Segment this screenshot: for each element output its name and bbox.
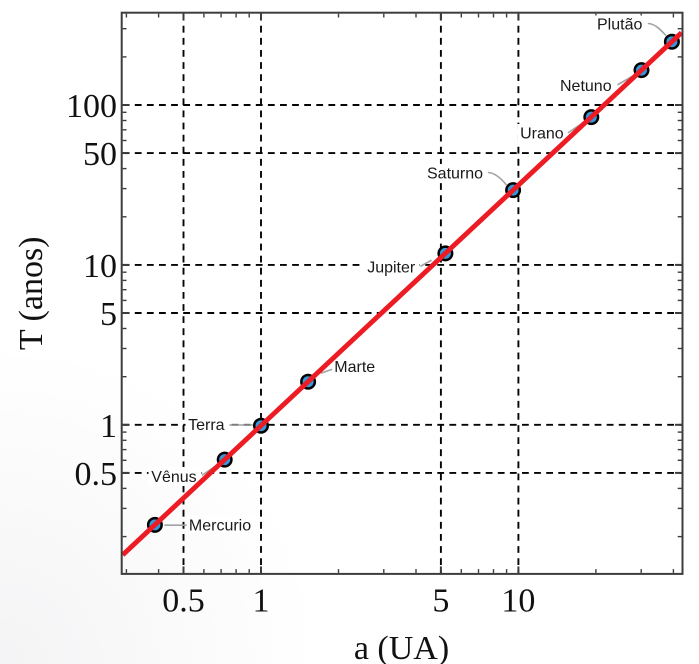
- svg-text:1: 1: [100, 408, 117, 445]
- svg-text:10: 10: [501, 583, 535, 620]
- svg-text:0.5: 0.5: [75, 456, 118, 493]
- svg-text:Marte: Marte: [334, 359, 375, 376]
- svg-text:Plutão: Plutão: [597, 17, 642, 34]
- svg-text:50: 50: [83, 136, 117, 173]
- svg-text:0.5: 0.5: [162, 583, 205, 620]
- svg-text:5: 5: [100, 296, 117, 333]
- svg-text:Jupiter: Jupiter: [367, 260, 416, 277]
- svg-text:5: 5: [432, 583, 449, 620]
- svg-text:Netuno: Netuno: [560, 78, 612, 95]
- svg-text:1: 1: [253, 583, 270, 620]
- svg-text:Vênus: Vênus: [151, 469, 196, 486]
- svg-text:Terra: Terra: [188, 417, 225, 434]
- svg-text:Saturno: Saturno: [427, 166, 483, 183]
- svg-text:100: 100: [66, 88, 117, 125]
- svg-text:a (UA): a (UA): [354, 630, 449, 664]
- svg-text:T (anos): T (anos): [13, 236, 50, 350]
- svg-text:Mercurio: Mercurio: [189, 517, 251, 534]
- svg-text:10: 10: [83, 248, 117, 285]
- svg-text:Urano: Urano: [520, 125, 564, 142]
